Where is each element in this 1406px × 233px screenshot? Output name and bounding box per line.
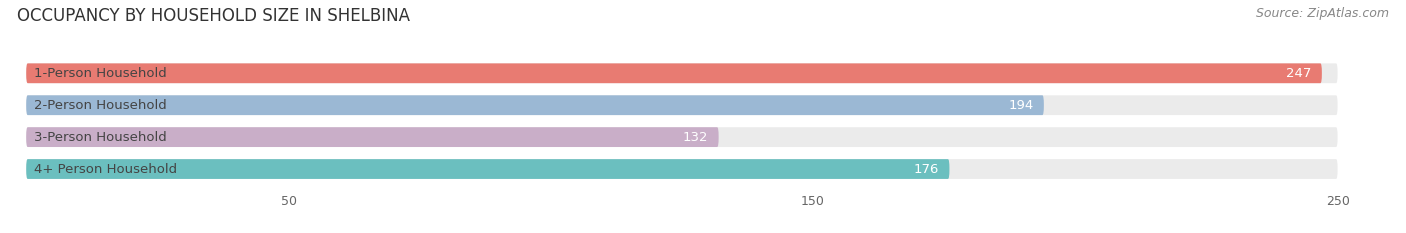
FancyBboxPatch shape xyxy=(27,127,718,147)
FancyBboxPatch shape xyxy=(27,95,1337,115)
Text: OCCUPANCY BY HOUSEHOLD SIZE IN SHELBINA: OCCUPANCY BY HOUSEHOLD SIZE IN SHELBINA xyxy=(17,7,411,25)
Text: 132: 132 xyxy=(683,131,709,144)
FancyBboxPatch shape xyxy=(27,95,1043,115)
Text: 3-Person Household: 3-Person Household xyxy=(34,131,167,144)
Text: 2-Person Household: 2-Person Household xyxy=(34,99,167,112)
FancyBboxPatch shape xyxy=(27,63,1337,83)
Text: 176: 176 xyxy=(914,163,939,175)
Text: 194: 194 xyxy=(1008,99,1033,112)
Text: Source: ZipAtlas.com: Source: ZipAtlas.com xyxy=(1256,7,1389,20)
FancyBboxPatch shape xyxy=(27,127,1337,147)
Text: 247: 247 xyxy=(1286,67,1312,80)
FancyBboxPatch shape xyxy=(27,63,1322,83)
FancyBboxPatch shape xyxy=(27,159,1337,179)
FancyBboxPatch shape xyxy=(27,159,949,179)
Text: 4+ Person Household: 4+ Person Household xyxy=(34,163,177,175)
Text: 1-Person Household: 1-Person Household xyxy=(34,67,167,80)
